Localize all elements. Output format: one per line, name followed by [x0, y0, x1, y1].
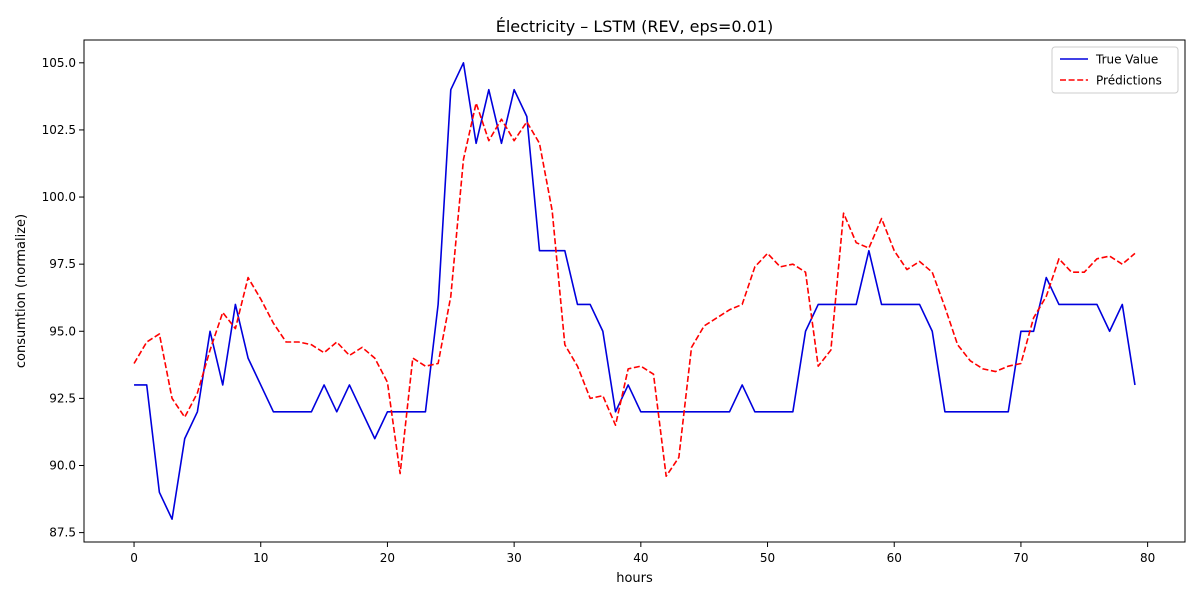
series-line-1	[134, 62, 1136, 520]
x-tick-label: 60	[887, 551, 902, 565]
chart-title: Électricity – LSTM (REV, eps=0.01)	[496, 17, 774, 36]
series-line-2	[133, 102, 1136, 478]
y-tick-label: 95.0	[49, 324, 76, 338]
y-axis: 87.5 90.0 92.5 95.0 97.5 100.0 102.5 105.0	[42, 56, 84, 540]
x-tick-label: 10	[253, 551, 268, 565]
x-tick-label: 70	[1013, 551, 1028, 565]
legend: True Value Prédictions	[1051, 46, 1179, 94]
y-tick-label: 97.5	[49, 257, 76, 271]
y-tick-label: 90.0	[49, 458, 76, 472]
y-tick-label: 87.5	[49, 526, 76, 540]
x-tick-label: 50	[760, 551, 775, 565]
y-tick-label: 92.5	[49, 391, 76, 405]
x-tick-label: 0	[130, 551, 138, 565]
y-tick-label: 100.0	[42, 190, 76, 204]
y-axis-label: consumtion (normalize)	[14, 214, 29, 368]
axes-frame	[83, 39, 1186, 543]
x-tick-label: 30	[506, 551, 521, 565]
x-axis: 0 10 20 30 40 50 60 70 80	[130, 542, 1155, 565]
y-tick-label: 105.0	[42, 56, 76, 70]
plot-area	[133, 62, 1136, 520]
x-tick-label: 40	[633, 551, 648, 565]
legend-label-2: Prédictions	[1096, 74, 1162, 88]
x-tick-label: 80	[1140, 551, 1155, 565]
y-tick-label: 102.5	[42, 123, 76, 137]
x-tick-label: 20	[380, 551, 395, 565]
legend-label-1: True Value	[1095, 53, 1158, 67]
x-axis-label: hours	[616, 571, 653, 586]
